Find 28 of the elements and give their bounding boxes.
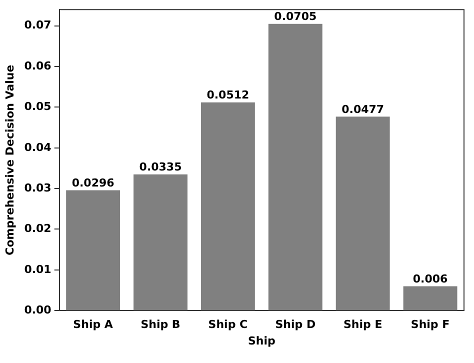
x-tick-label: Ship A: [73, 318, 114, 332]
y-tick-label: 0.06: [24, 59, 52, 72]
x-tick-label: Ship E: [343, 318, 382, 332]
y-tick-label: 0.07: [24, 18, 52, 32]
y-tick-label: 0.04: [24, 140, 52, 154]
y-tick-label: 0.03: [24, 181, 52, 194]
bar: [66, 190, 120, 310]
data-label: 0.0512: [206, 88, 250, 102]
data-label: 0.0705: [274, 10, 317, 24]
x-tick-label: Ship F: [410, 318, 450, 332]
data-label: 0.0296: [72, 176, 115, 190]
data-label: 0.0477: [342, 102, 384, 116]
x-tick-label: Ship B: [140, 318, 180, 332]
bar: [268, 24, 322, 310]
bar: [403, 286, 458, 310]
x-axis-title: Ship: [248, 334, 276, 348]
bar: [336, 116, 390, 310]
y-tick-label: 0.05: [24, 100, 52, 114]
y-tick-label: 0.02: [24, 222, 52, 236]
bar: [134, 174, 188, 310]
data-label: 0.0335: [139, 160, 182, 174]
x-tick-label: Ship D: [275, 318, 316, 332]
data-label: 0.006: [412, 272, 448, 286]
y-tick-label: 0.00: [24, 303, 52, 316]
x-tick-label: Ship C: [208, 318, 248, 332]
bar: [200, 102, 255, 310]
y-axis-title: Comprehensive Decision Value: [3, 64, 16, 256]
y-tick-label: 0.01: [24, 262, 52, 276]
